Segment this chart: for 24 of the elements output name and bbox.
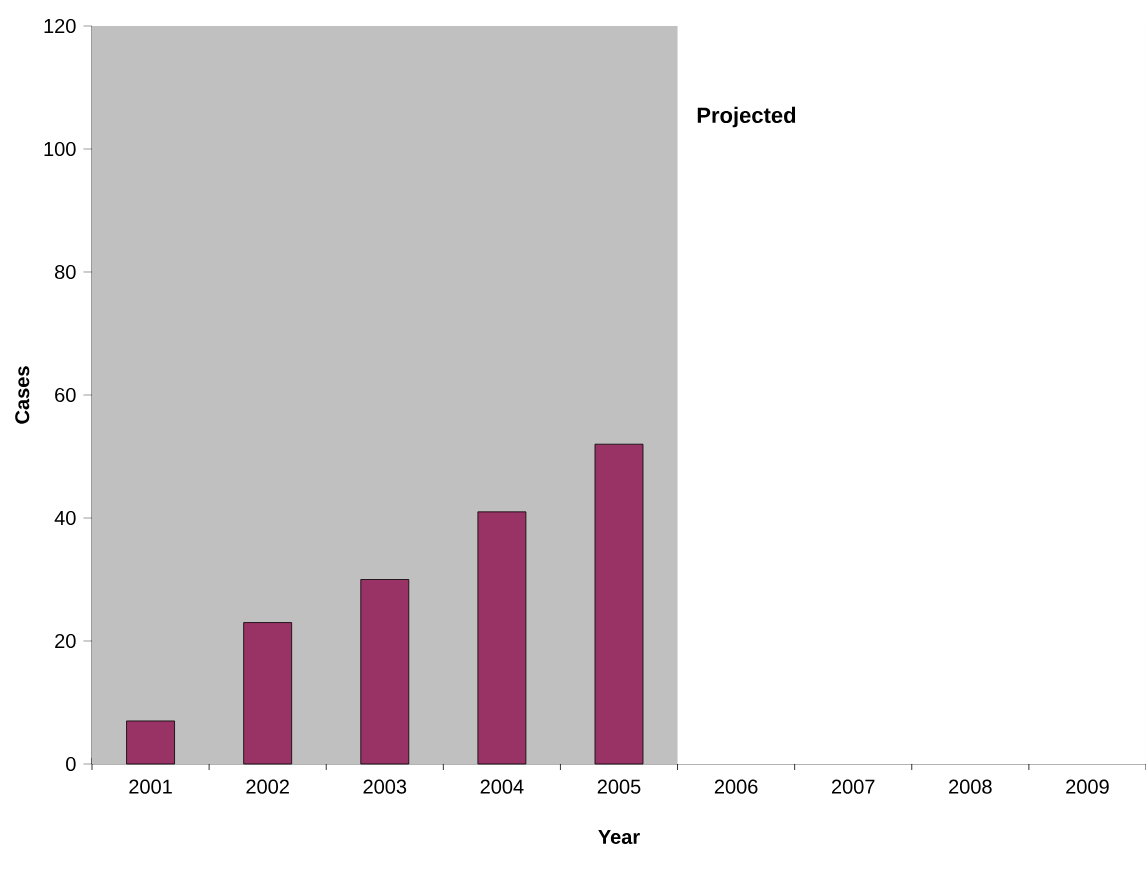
x-tick-label: 2005 [597,779,641,794]
y-tick-label: 120 [44,18,76,34]
bar [360,579,410,765]
x-axis-title: Year [598,830,640,844]
y-tick-label: 20 [55,633,76,649]
bar [477,511,527,765]
y-tick-label: 80 [55,264,76,280]
bar [126,720,175,765]
bar [594,443,644,765]
y-tick-label: 100 [44,141,76,157]
x-tick-label: 2004 [480,779,524,794]
x-tick-label: 2008 [949,779,992,794]
y-tick-label: 40 [54,510,76,526]
y-tick-label: 60 [55,387,76,403]
x-tick-label: 2003 [363,779,407,794]
x-tick-label: 2007 [831,779,875,794]
bar [243,622,293,765]
x-tick-label: 2002 [246,779,289,794]
y-tick-label: 0 [66,756,76,772]
band-label: Projected [697,106,796,128]
x-tick-label: 2006 [714,779,758,794]
y-axis-title: Cases [15,366,30,424]
x-tick-label: 2001 [129,779,172,794]
x-tick-label: 2009 [1066,779,1109,794]
